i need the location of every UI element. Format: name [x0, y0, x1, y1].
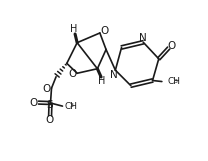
Text: O: O [68, 69, 77, 79]
Text: N: N [110, 70, 118, 80]
Text: O: O [30, 98, 38, 108]
Text: 3: 3 [70, 103, 74, 108]
Text: 3: 3 [173, 79, 177, 84]
Text: O: O [43, 84, 51, 94]
Text: O: O [168, 41, 176, 51]
Text: CH: CH [64, 102, 77, 111]
Text: H: H [70, 24, 78, 34]
Text: S: S [47, 100, 53, 110]
Text: H: H [98, 76, 106, 86]
Text: O: O [100, 25, 109, 35]
Text: N: N [139, 33, 147, 43]
Text: CH: CH [168, 77, 181, 86]
Text: O: O [46, 115, 54, 125]
